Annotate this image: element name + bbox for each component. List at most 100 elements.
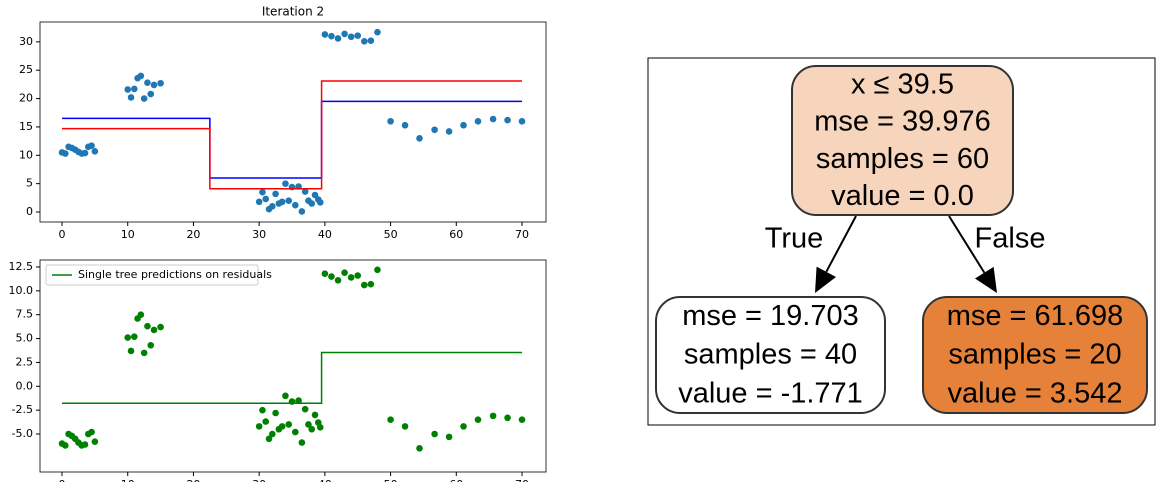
scatter-point [401,121,409,129]
x-tick-label: 60 [449,228,463,241]
scatter-point [278,198,286,206]
y-tick-label: 5 [26,177,33,190]
scatter-point [311,411,319,419]
y-tick-label: 30 [19,35,33,48]
scatter-point [347,274,355,281]
scatter-point [328,273,335,280]
scatter-point [321,270,329,277]
scatter-point [278,423,286,430]
scatter-point [401,423,409,430]
y-tick-label: 7.5 [16,308,34,321]
scatter-point [157,79,164,87]
scatter-point [354,272,362,279]
scatter-point [474,416,482,423]
scatter-point [316,424,324,431]
scatter-point [88,142,95,149]
x-tick-label: 20 [186,478,200,482]
y-tick-label: 12.5 [9,260,34,273]
scatter-point [131,85,138,93]
scatter-point [308,200,316,207]
scatter-point [272,190,279,198]
tree-diagram: True False x ≤ 39.5 mse = 39.976 samples = 6… [647,57,1156,426]
x-tick-label: 50 [384,228,398,241]
x-tick-label: 50 [384,478,398,482]
edge [948,215,986,274]
edge-label: True [765,223,824,255]
scatter-point [127,94,135,101]
y-tick-label: 10 [19,148,33,161]
scatter-point [308,425,316,433]
x-tick-label: 0 [59,478,66,482]
scatter-point [504,414,511,422]
scatter-point [127,347,135,355]
scatter-point [272,409,279,417]
scatter-point [269,203,276,210]
chart-title: Iteration 2 [262,5,324,19]
scatter-point [311,191,319,199]
line-series [62,80,523,190]
y-tick-label: -2.5 [12,403,33,416]
legend [45,264,259,286]
scatter-point [91,438,99,445]
scatter-point [150,326,158,334]
x-tick-label: 30 [252,478,266,482]
scatter-point [347,33,355,41]
x-tick-label: 30 [252,228,266,241]
scatter-point [367,37,375,45]
line-series [62,351,523,404]
y-tick-label: 0 [26,205,33,218]
y-tick-label: 15 [19,120,33,133]
scatter-point [504,116,511,124]
scatter-point [269,430,276,438]
scatter-point [81,149,89,157]
y-tick-label: 0.0 [16,379,34,392]
scatter-point [262,195,270,203]
node-text: mse = 61.698 [947,300,1124,332]
scatter-point [262,418,270,425]
scatter-point [62,442,69,449]
scatter-point [361,281,368,289]
scatter-point [282,180,289,187]
x-tick-label: 20 [186,228,200,241]
scatter-point [387,117,394,125]
scatter-point [298,208,306,215]
scatter-point [301,188,309,195]
scatter-point [431,430,438,438]
node-text: samples = 20 [948,339,1121,371]
scatter-point [328,32,335,40]
scatter-point [334,35,342,42]
scatter-point [431,126,438,134]
scatter-point [124,334,132,341]
node-text: samples = 40 [684,339,857,371]
y-tick-label: 20 [19,92,33,105]
scatter-point [460,121,467,129]
y-tick-label: 25 [19,63,33,76]
scatter-point [88,428,95,436]
edge [825,215,857,273]
scatter-point [460,423,467,430]
scatter-point [305,421,312,428]
scatter-point [387,416,394,423]
y-tick-label: 2.5 [16,355,34,368]
scatter-point [292,428,299,436]
scatter-point [301,405,309,413]
scatter-point [81,441,89,448]
scatter-point [416,445,423,452]
scatter-point [361,37,368,45]
scatter-point [144,322,151,330]
node-text: value = -1.771 [678,377,863,409]
scatter-point [259,188,266,196]
plot-area [39,21,547,223]
scatter-point [285,421,293,428]
scatter-point [150,81,158,89]
scatter-point [62,150,69,157]
scatter-point [489,412,497,420]
node-text: x ≤ 39.5 [851,68,954,100]
scatter-point [518,117,526,125]
scatter-point [474,117,482,125]
tree-node [655,296,886,414]
scatter-point [147,90,155,98]
scatter-point [341,30,348,38]
scatter-point [259,406,266,414]
